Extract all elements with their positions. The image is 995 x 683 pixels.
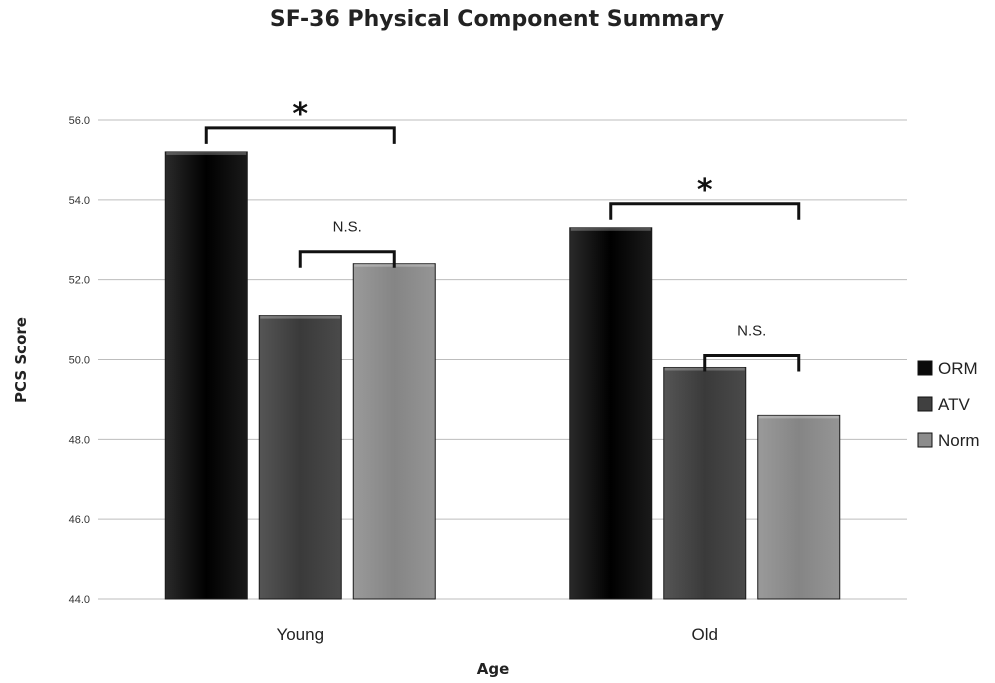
legend-label-orm: ORM xyxy=(938,359,978,378)
x-axis-categories: Young Old xyxy=(276,625,718,644)
bar-highlight xyxy=(166,151,247,155)
legend-label-atv: ATV xyxy=(938,395,970,414)
y-tick-label: 48.0 xyxy=(69,434,90,446)
bar-highlight xyxy=(570,227,651,231)
legend: ORM ATV Norm xyxy=(917,359,980,450)
bar-highlight xyxy=(260,315,341,319)
significance-annotations: * N.S. * N.S. xyxy=(204,97,801,372)
bar-highlight xyxy=(758,415,839,419)
significance-star: * xyxy=(292,97,308,132)
significance-ns-label: N.S. xyxy=(737,322,766,339)
bar-atv-old xyxy=(663,366,747,600)
legend-swatch-norm xyxy=(917,432,933,448)
x-category-label: Old xyxy=(692,625,718,644)
significance-ns-label: N.S. xyxy=(333,219,362,236)
significance-bracket xyxy=(298,250,396,268)
legend-swatch-atv xyxy=(917,396,933,412)
y-tick-label: 54.0 xyxy=(69,195,90,207)
significance-bracket xyxy=(703,353,801,372)
bar-norm-young xyxy=(352,263,436,600)
bar-atv-young xyxy=(258,315,342,600)
x-category-label: Young xyxy=(276,625,324,644)
x-axis-label: Age xyxy=(477,660,510,678)
legend-label-norm: Norm xyxy=(938,431,980,450)
y-tick-label: 44.0 xyxy=(69,594,90,606)
y-axis-ticks: 44.0 46.0 48.0 50.0 52.0 54.0 56.0 xyxy=(69,115,90,606)
bar-norm-old xyxy=(757,414,841,600)
legend-swatch-orm xyxy=(917,360,933,376)
bar-orm-old xyxy=(569,227,653,600)
chart-title: SF-36 Physical Component Summary xyxy=(270,7,724,32)
bars xyxy=(164,151,841,600)
y-axis-label: PCS Score xyxy=(12,317,30,403)
y-tick-label: 46.0 xyxy=(69,514,90,526)
bar-orm-young xyxy=(164,151,248,600)
y-tick-label: 56.0 xyxy=(69,115,90,127)
y-tick-label: 52.0 xyxy=(69,275,90,287)
significance-star: * xyxy=(697,173,713,208)
significance-bracket xyxy=(609,202,801,220)
y-tick-label: 50.0 xyxy=(69,355,90,367)
significance-bracket xyxy=(204,126,396,144)
